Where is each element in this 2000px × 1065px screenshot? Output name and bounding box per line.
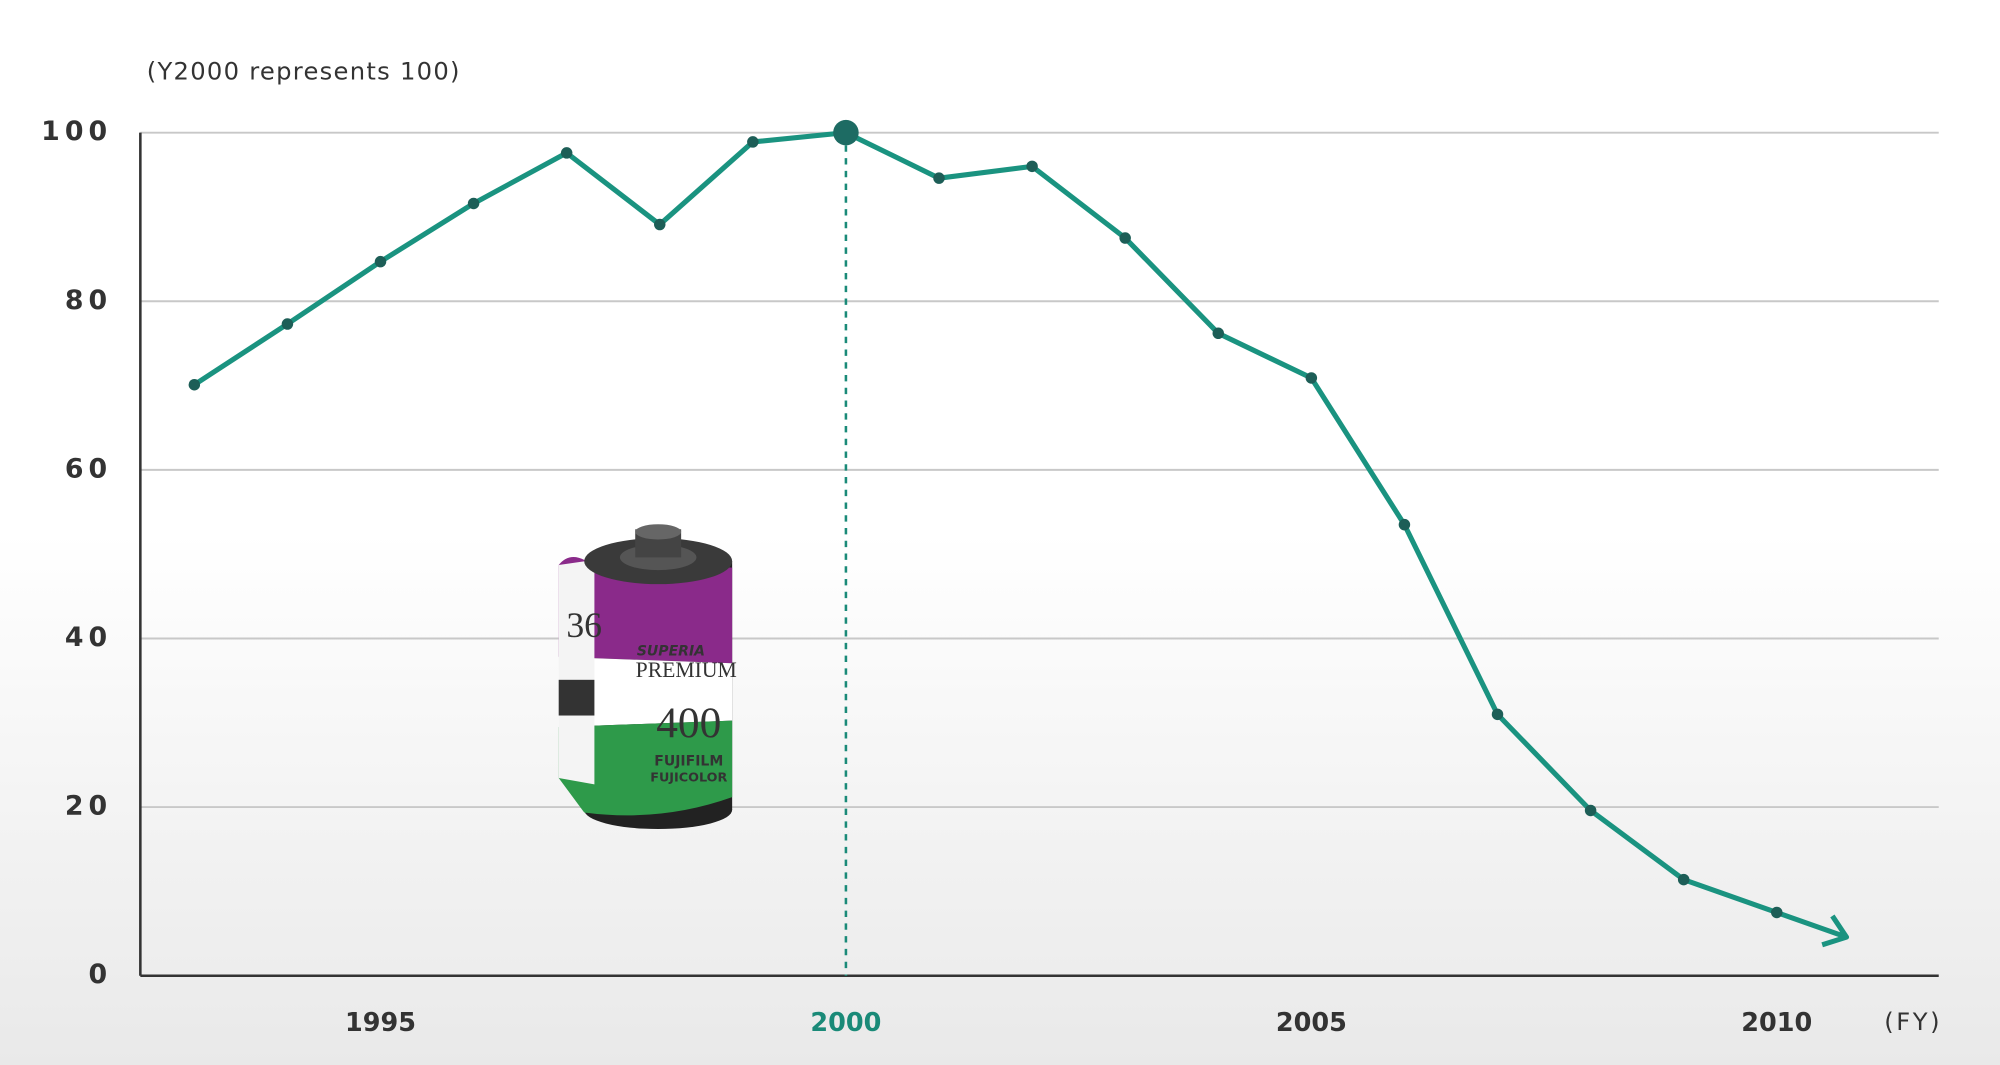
x-tick-label: 2005 [1276, 1008, 1347, 1038]
data-point [1119, 232, 1131, 244]
data-point [833, 119, 859, 146]
y-tick-label: 20 [65, 791, 112, 822]
data-point [467, 197, 480, 210]
trend-arrow [1775, 910, 1850, 948]
data-point [1398, 518, 1411, 531]
film-canister: 36 SUPERIA PREMIUM 400 FUJIFILM FUJICOLO… [558, 524, 737, 830]
y-tick-label: 0 [89, 959, 113, 990]
data-point [933, 172, 945, 184]
data-point [560, 147, 573, 159]
x-tick-label: 1995 [345, 1008, 416, 1038]
x-axis-label: (FY) [1884, 1008, 1942, 1036]
data-point [1491, 708, 1504, 721]
y-tick-label: 40 [65, 622, 112, 653]
film-text: FUJIFILM [654, 753, 723, 769]
film-text: 36 [566, 605, 602, 645]
x-tick-label: 2010 [1741, 1008, 1812, 1038]
film-text: SUPERIA [637, 644, 705, 660]
film-text: PREMIUM [636, 658, 737, 682]
data-point [281, 318, 294, 330]
data-line [192, 130, 1778, 915]
x-tick-label: 2000 [810, 1008, 881, 1038]
chart-subtitle: (Y2000 represents 100) [147, 58, 461, 86]
data-point [188, 378, 201, 391]
data-point [654, 218, 666, 231]
data-point [1771, 906, 1783, 919]
y-tick-label: 60 [65, 453, 112, 484]
film-text: 400 [656, 699, 721, 747]
y-tick-label: 100 [41, 116, 112, 147]
data-point [1026, 160, 1038, 173]
data-point [1677, 873, 1690, 886]
data-point [1584, 804, 1597, 817]
film-text: FUJICOLOR [650, 771, 727, 786]
data-point [1305, 372, 1318, 384]
data-point [747, 136, 759, 148]
data-point [1212, 327, 1224, 340]
data-point [374, 255, 387, 268]
y-tick-label: 80 [65, 285, 112, 316]
